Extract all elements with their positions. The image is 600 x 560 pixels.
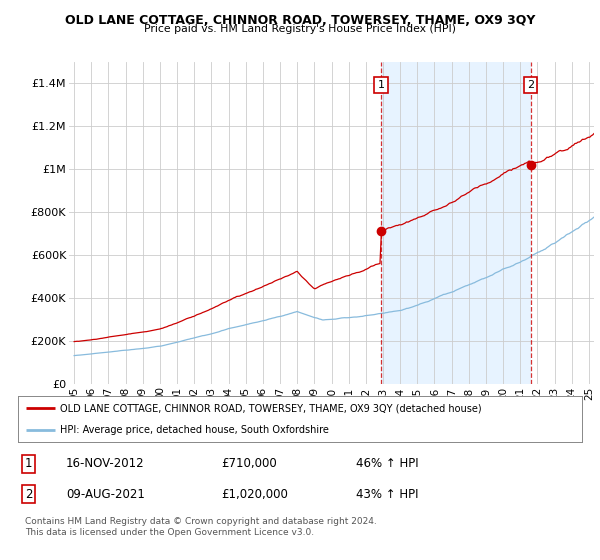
Text: HPI: Average price, detached house, South Oxfordshire: HPI: Average price, detached house, Sout… — [60, 425, 329, 435]
Text: 1: 1 — [377, 80, 385, 90]
Text: 2: 2 — [527, 80, 534, 90]
Text: 1: 1 — [25, 457, 32, 470]
Text: Contains HM Land Registry data © Crown copyright and database right 2024.
This d: Contains HM Land Registry data © Crown c… — [25, 517, 377, 536]
Text: OLD LANE COTTAGE, CHINNOR ROAD, TOWERSEY, THAME, OX9 3QY: OLD LANE COTTAGE, CHINNOR ROAD, TOWERSEY… — [65, 14, 535, 27]
Text: 2: 2 — [25, 488, 32, 501]
Text: 43% ↑ HPI: 43% ↑ HPI — [356, 488, 419, 501]
Text: £1,020,000: £1,020,000 — [221, 488, 288, 501]
Text: 16-NOV-2012: 16-NOV-2012 — [66, 457, 145, 470]
Text: Price paid vs. HM Land Registry's House Price Index (HPI): Price paid vs. HM Land Registry's House … — [144, 24, 456, 34]
Text: £710,000: £710,000 — [221, 457, 277, 470]
Text: 46% ↑ HPI: 46% ↑ HPI — [356, 457, 419, 470]
Text: 09-AUG-2021: 09-AUG-2021 — [66, 488, 145, 501]
Bar — [381, 62, 530, 384]
Text: OLD LANE COTTAGE, CHINNOR ROAD, TOWERSEY, THAME, OX9 3QY (detached house): OLD LANE COTTAGE, CHINNOR ROAD, TOWERSEY… — [60, 403, 482, 413]
